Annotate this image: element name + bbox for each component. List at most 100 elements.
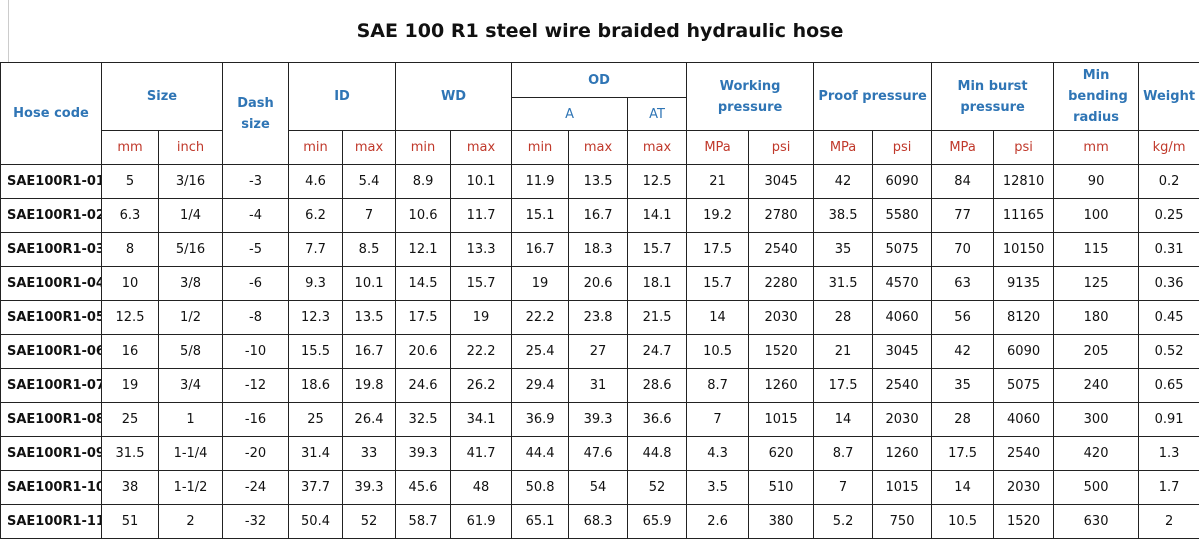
table-cell: 15.5: [288, 334, 344, 369]
table-cell: 8.9: [395, 164, 452, 199]
table-cell: 1260: [748, 368, 815, 403]
table-cell: 1-1/2: [157, 470, 224, 505]
table-cell: 2.6: [686, 504, 750, 539]
table-cell: 3/16: [157, 164, 224, 199]
table-cell: -4: [222, 198, 290, 233]
unit-cell: kg/m: [1138, 130, 1199, 165]
table-cell: 35: [931, 368, 995, 403]
table-cell: 2030: [748, 300, 815, 335]
table-cell: 5.4: [342, 164, 397, 199]
table-cell: 14: [813, 402, 874, 437]
table-cell: 0.25: [1138, 198, 1199, 233]
table-row: SAE100R1-11 51 2 -32 50.4 52 58.7 61.9 65.1 68.3 6…: [0, 504, 1199, 539]
table-cell: 6.3: [101, 198, 159, 233]
table-cell: 1015: [872, 470, 933, 505]
table-cell: 5580: [872, 198, 933, 233]
table-cell: -24: [222, 470, 290, 505]
table-cell: 26.2: [450, 368, 513, 403]
table-cell: 31.5: [813, 266, 874, 301]
hose-code: SAE100R1-07: [0, 368, 102, 403]
table-cell: 19: [511, 266, 570, 301]
table-cell: 10.1: [342, 266, 397, 301]
table-cell: -6: [222, 266, 290, 301]
table-cell: 380: [748, 504, 815, 539]
table-cell: 8.5: [342, 232, 397, 267]
header-cell: Weight: [1138, 62, 1199, 131]
unit-cell: max: [568, 130, 629, 165]
table-cell: 37.7: [288, 470, 344, 505]
table-cell: -10: [222, 334, 290, 369]
table-cell: 12.5: [627, 164, 688, 199]
table-cell: 52: [627, 470, 688, 505]
table-cell: 16.7: [342, 334, 397, 369]
table-cell: 0.65: [1138, 368, 1199, 403]
unit-cell: MPa: [931, 130, 995, 165]
table-cell: 115: [1053, 232, 1140, 267]
table-cell: 10.5: [686, 334, 750, 369]
table-cell: 12.5: [101, 300, 159, 335]
header-cell: Working pressure: [686, 62, 815, 131]
table-cell: 77: [931, 198, 995, 233]
table-cell: 5: [101, 164, 159, 199]
table-cell: 5.2: [813, 504, 874, 539]
table-cell: 21: [686, 164, 750, 199]
table-cell: 11.9: [511, 164, 570, 199]
table-cell: 100: [1053, 198, 1140, 233]
table-cell: 420: [1053, 436, 1140, 471]
hose-code: SAE100R1-05: [0, 300, 102, 335]
table-cell: 15.7: [450, 266, 513, 301]
table-cell: 38.5: [813, 198, 874, 233]
table-cell: 5075: [993, 368, 1055, 403]
table-cell: 18.1: [627, 266, 688, 301]
table-cell: 14.1: [627, 198, 688, 233]
table-cell: 5/16: [157, 232, 224, 267]
hose-code: SAE100R1-06: [0, 334, 102, 369]
table-cell: 20.6: [395, 334, 452, 369]
table-cell: 47.6: [568, 436, 629, 471]
table-cell: 33: [342, 436, 397, 471]
table-cell: 52: [342, 504, 397, 539]
table-cell: 16.7: [568, 198, 629, 233]
table-cell: 500: [1053, 470, 1140, 505]
table-cell: 50.4: [288, 504, 344, 539]
table-cell: 4.3: [686, 436, 750, 471]
table-cell: 19: [450, 300, 513, 335]
table-cell: 3/4: [157, 368, 224, 403]
header-cell: OD: [511, 62, 688, 98]
table-cell: 4060: [993, 402, 1055, 437]
table-cell: 36.9: [511, 402, 570, 437]
table-cell: 2540: [748, 232, 815, 267]
table-cell: 2540: [872, 368, 933, 403]
table-cell: 19.2: [686, 198, 750, 233]
table-cell: 38: [101, 470, 159, 505]
table-cell: 300: [1053, 402, 1140, 437]
table-cell: 11165: [993, 198, 1055, 233]
table-cell: 61.9: [450, 504, 513, 539]
table-cell: 65.9: [627, 504, 688, 539]
table-cell: 31: [568, 368, 629, 403]
table-row: SAE100R1-05 12.5 1/2 -8 12.3 13.5 17.5 19 22.2 23…: [0, 300, 1199, 335]
table-cell: 2280: [748, 266, 815, 301]
table-cell: 36.6: [627, 402, 688, 437]
unit-cell: MPa: [686, 130, 750, 165]
table-cell: 125: [1053, 266, 1140, 301]
hose-code: SAE100R1-01: [0, 164, 102, 199]
table-cell: 14: [686, 300, 750, 335]
table-cell: -16: [222, 402, 290, 437]
table-cell: 15.7: [686, 266, 750, 301]
table-cell: 7: [686, 402, 750, 437]
unit-cell: max: [627, 130, 688, 165]
header-cell: Hose code: [0, 62, 102, 165]
table-cell: 22.2: [511, 300, 570, 335]
table-cell: 7.7: [288, 232, 344, 267]
table-cell: 7: [342, 198, 397, 233]
table-cell: 1: [157, 402, 224, 437]
table-cell: 13.5: [568, 164, 629, 199]
header-cell: ID: [288, 62, 397, 131]
table-cell: 15.1: [511, 198, 570, 233]
table-cell: 28: [931, 402, 995, 437]
table-cell: 1/4: [157, 198, 224, 233]
table-cell: 48: [450, 470, 513, 505]
table-cell: 2: [157, 504, 224, 539]
table-cell: 35: [813, 232, 874, 267]
